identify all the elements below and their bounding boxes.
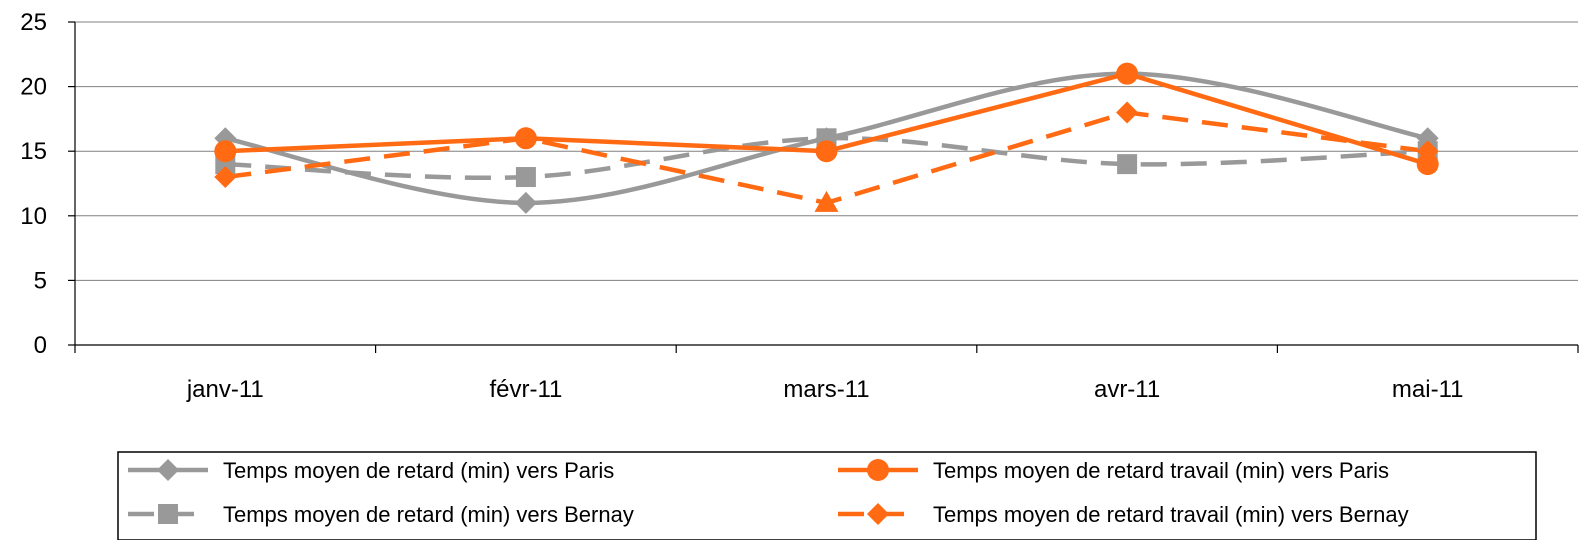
series-2-point (815, 140, 838, 163)
series-markers (214, 62, 1439, 214)
legend-item-4: Temps moyen de retard travail (min) vers… (838, 502, 1409, 527)
legend-swatch-marker (867, 503, 889, 525)
x-tick-label: févr-11 (489, 376, 562, 403)
x-tick-label: mai-11 (1392, 376, 1464, 403)
series-2-point (514, 127, 537, 150)
series-2-point (214, 140, 237, 163)
legend: Temps moyen de retard (min) vers Paris Te… (117, 451, 1537, 540)
series-3-point (1117, 154, 1138, 175)
series-4-point (214, 166, 237, 189)
legend-label: Temps moyen de retard travail (min) vers… (933, 458, 1389, 483)
series-1-point (514, 191, 537, 214)
y-tick-labels: 0 5 10 15 20 25 (20, 9, 47, 359)
x-tick-label: mars-11 (783, 376, 869, 403)
legend-label: Temps moyen de retard (min) vers Bernay (223, 502, 634, 527)
legend-swatch-marker (157, 459, 179, 481)
y-tick-label: 0 (34, 332, 47, 359)
y-tick-label: 25 (20, 9, 47, 36)
series-4-point (1116, 101, 1139, 124)
axes (68, 21, 1579, 353)
x-tick-label: avr-11 (1094, 376, 1160, 403)
y-tick-label: 20 (20, 74, 47, 101)
legend-label: Temps moyen de retard travail (min) vers… (933, 502, 1409, 527)
y-tick-label: 10 (20, 203, 47, 230)
legend-item-3: Temps moyen de retard (min) vers Bernay (128, 502, 634, 527)
legend-swatch-marker (867, 459, 889, 481)
y-tick-label: 15 (20, 138, 47, 165)
legend-item-2: Temps moyen de retard travail (min) vers… (838, 458, 1389, 483)
legend-box (117, 451, 1537, 540)
legend-label: Temps moyen de retard (min) vers Paris (223, 458, 614, 483)
x-tick-label: janv-11 (186, 376, 264, 403)
legend-items: Temps moyen de retard (min) vers Paris Te… (128, 458, 1409, 527)
legend-swatch-marker (158, 504, 178, 524)
series-3-point (515, 167, 536, 188)
series-2-point (1416, 153, 1439, 176)
x-tick-labels: janv-11 févr-11 mars-11 avr-11 mai-11 (186, 376, 1464, 403)
legend-item-1: Temps moyen de retard (min) vers Paris (128, 458, 614, 483)
y-tick-label: 5 (34, 267, 47, 294)
series-4-point (814, 190, 839, 212)
series-2-point (1116, 62, 1139, 85)
